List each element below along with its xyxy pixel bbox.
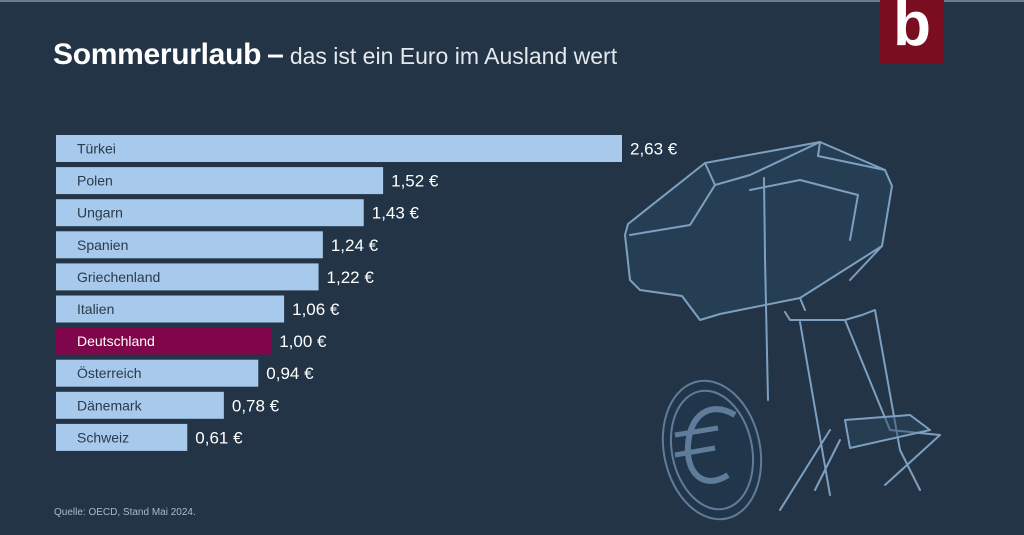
- chair-seat: [844, 414, 931, 449]
- value-label: 1,43 €: [372, 204, 420, 223]
- bar-italien: [56, 295, 285, 323]
- chart-title: Sommerurlaub – das ist ein Euro im Ausland…: [53, 38, 617, 72]
- source-note: Quelle: OECD, Stand Mai 2024.: [54, 507, 196, 518]
- value-label: 1,06 €: [292, 300, 340, 319]
- value-label: 0,78 €: [232, 396, 280, 415]
- bar-griechenland: [56, 263, 319, 291]
- umbrella-pole: [749, 177, 859, 401]
- category-label: Österreich: [77, 364, 142, 381]
- brand-logo: b: [880, 0, 944, 63]
- bar-spanien: [56, 231, 323, 259]
- title-subtitle: das ist ein Euro im Ausland wert: [289, 43, 618, 69]
- bar-dänemark: [56, 391, 224, 419]
- category-label: Ungarn: [77, 205, 123, 221]
- bar-österreich: [56, 359, 259, 387]
- category-label: Polen: [77, 173, 113, 189]
- bar-group: Österreich 0,94 €: [56, 359, 314, 387]
- bar-group: Schweiz 0,61 €: [56, 423, 243, 451]
- value-label: 0,61 €: [195, 428, 243, 447]
- value-label: 0,94 €: [266, 364, 314, 383]
- value-label: 1,22 €: [327, 268, 375, 287]
- bar-group: Türkei 2,63 €: [56, 135, 678, 162]
- bar-group: Griechenland 1,22 €: [56, 263, 375, 291]
- value-label: 2,63 €: [630, 140, 678, 159]
- category-label: Griechenland: [77, 269, 160, 285]
- bar-group: Spanien 1,24 €: [56, 231, 379, 259]
- bar-türkei: [56, 135, 622, 162]
- category-label: Türkei: [77, 141, 116, 157]
- value-label: 1,24 €: [331, 236, 379, 255]
- umbrella-ribs: [629, 141, 886, 311]
- bar-schweiz: [56, 423, 188, 451]
- bar-group: Ungarn 1,43 €: [56, 199, 420, 227]
- bar-deutschland: [56, 327, 272, 355]
- bar-ungarn: [56, 199, 364, 227]
- category-label: Spanien: [77, 237, 128, 253]
- bar-group: Italien 1,06 €: [56, 295, 340, 323]
- title-dash: –: [267, 38, 284, 71]
- value-label: 1,52 €: [391, 172, 439, 191]
- euro-coin: [661, 379, 763, 521]
- bar-group: Polen 1,52 €: [56, 167, 439, 195]
- category-label: Schweiz: [77, 429, 129, 445]
- bar-group: Deutschland 1,00 €: [56, 327, 327, 355]
- category-label: Dänemark: [77, 397, 143, 413]
- category-label: Deutschland: [77, 333, 155, 349]
- category-label: Italien: [77, 301, 114, 317]
- title-main: Sommerurlaub: [53, 38, 262, 71]
- top-border: [0, 0, 1024, 2]
- bar-polen: [56, 167, 384, 195]
- bar-group: Dänemark 0,78 €: [56, 391, 280, 419]
- value-label: 1,00 €: [279, 332, 327, 351]
- logo-letter: b: [893, 0, 931, 59]
- beach-umbrella-chair-coin-illustration: [624, 141, 941, 521]
